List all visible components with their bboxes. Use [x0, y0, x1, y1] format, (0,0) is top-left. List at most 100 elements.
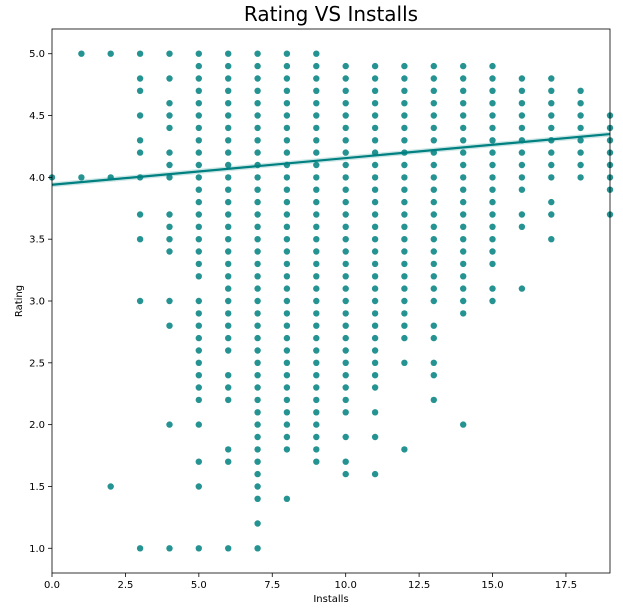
data-point — [460, 310, 467, 317]
data-point — [313, 446, 320, 453]
data-point — [254, 545, 261, 552]
data-point — [136, 87, 144, 95]
data-point — [254, 409, 261, 416]
data-point — [430, 161, 437, 169]
data-point — [430, 396, 437, 404]
data-point — [342, 273, 349, 280]
data-point — [371, 322, 379, 329]
data-point — [166, 223, 173, 230]
data-point — [225, 50, 232, 57]
data-point — [577, 112, 584, 119]
data-point — [342, 211, 349, 218]
data-point — [371, 62, 379, 70]
data-point — [430, 372, 437, 379]
data-point — [166, 545, 173, 552]
data-point — [283, 433, 291, 441]
y-axis-label: Rating — [14, 285, 25, 317]
data-point — [195, 260, 202, 268]
data-point — [548, 149, 555, 156]
data-point — [166, 149, 173, 156]
data-point — [430, 112, 437, 119]
data-point — [342, 458, 349, 465]
data-point — [342, 297, 349, 305]
x-tick-label: 0.0 — [44, 580, 60, 591]
data-point — [313, 372, 320, 379]
y-tick-label: 2.0 — [29, 420, 45, 431]
data-point — [254, 211, 261, 218]
data-point — [195, 100, 202, 107]
data-point — [283, 409, 291, 416]
data-point — [371, 75, 379, 82]
data-point — [283, 211, 291, 218]
data-point — [401, 273, 408, 280]
data-point — [313, 433, 320, 441]
data-point — [283, 322, 291, 329]
data-point — [371, 347, 379, 354]
data-point — [225, 285, 232, 292]
data-point — [342, 248, 349, 255]
data-point — [254, 446, 261, 453]
x-tick-label: 12.5 — [408, 580, 430, 591]
data-point — [401, 285, 408, 292]
data-point — [254, 223, 261, 230]
data-point — [313, 260, 320, 268]
data-point — [371, 236, 379, 243]
data-point — [430, 211, 437, 218]
data-point — [107, 50, 114, 57]
data-point — [460, 223, 467, 230]
y-tick-label: 5.0 — [29, 49, 45, 60]
data-point — [283, 372, 291, 379]
data-point — [166, 112, 173, 119]
data-point — [518, 161, 526, 169]
data-point — [313, 87, 320, 95]
data-point — [430, 198, 437, 206]
data-point — [489, 174, 496, 181]
data-point — [254, 198, 261, 206]
data-point — [460, 285, 467, 292]
data-point — [254, 359, 261, 366]
data-point — [460, 273, 467, 280]
data-point — [195, 372, 202, 379]
data-point — [430, 334, 437, 342]
data-point — [254, 273, 261, 280]
data-point — [225, 174, 232, 181]
data-point — [342, 433, 349, 441]
data-point — [195, 236, 202, 243]
data-point — [371, 260, 379, 268]
data-point — [195, 359, 202, 366]
data-point — [136, 211, 144, 218]
data-point — [195, 223, 202, 230]
data-point — [283, 223, 291, 230]
data-point — [313, 137, 320, 144]
data-point — [254, 334, 261, 342]
data-point — [342, 75, 349, 82]
data-point — [195, 297, 202, 305]
data-point — [166, 211, 173, 218]
data-point — [518, 174, 526, 181]
x-tick-label: 10.0 — [335, 580, 357, 591]
data-point — [283, 285, 291, 292]
data-point — [136, 236, 144, 243]
data-point — [254, 62, 261, 70]
data-point — [225, 545, 232, 552]
data-point — [313, 322, 320, 329]
data-point — [254, 483, 261, 490]
data-point — [401, 62, 408, 70]
data-point — [371, 273, 379, 280]
data-point — [283, 495, 291, 502]
data-point — [283, 396, 291, 404]
data-point — [577, 161, 584, 169]
data-point — [195, 137, 202, 144]
data-point — [313, 347, 320, 354]
data-point — [342, 384, 349, 391]
data-point — [460, 75, 467, 82]
data-point — [460, 211, 467, 218]
data-point — [371, 384, 379, 391]
data-point — [283, 310, 291, 317]
data-point — [313, 458, 320, 465]
data-point — [342, 347, 349, 354]
data-point — [342, 470, 349, 478]
data-point — [342, 359, 349, 366]
data-point — [401, 322, 408, 329]
data-point — [313, 223, 320, 230]
